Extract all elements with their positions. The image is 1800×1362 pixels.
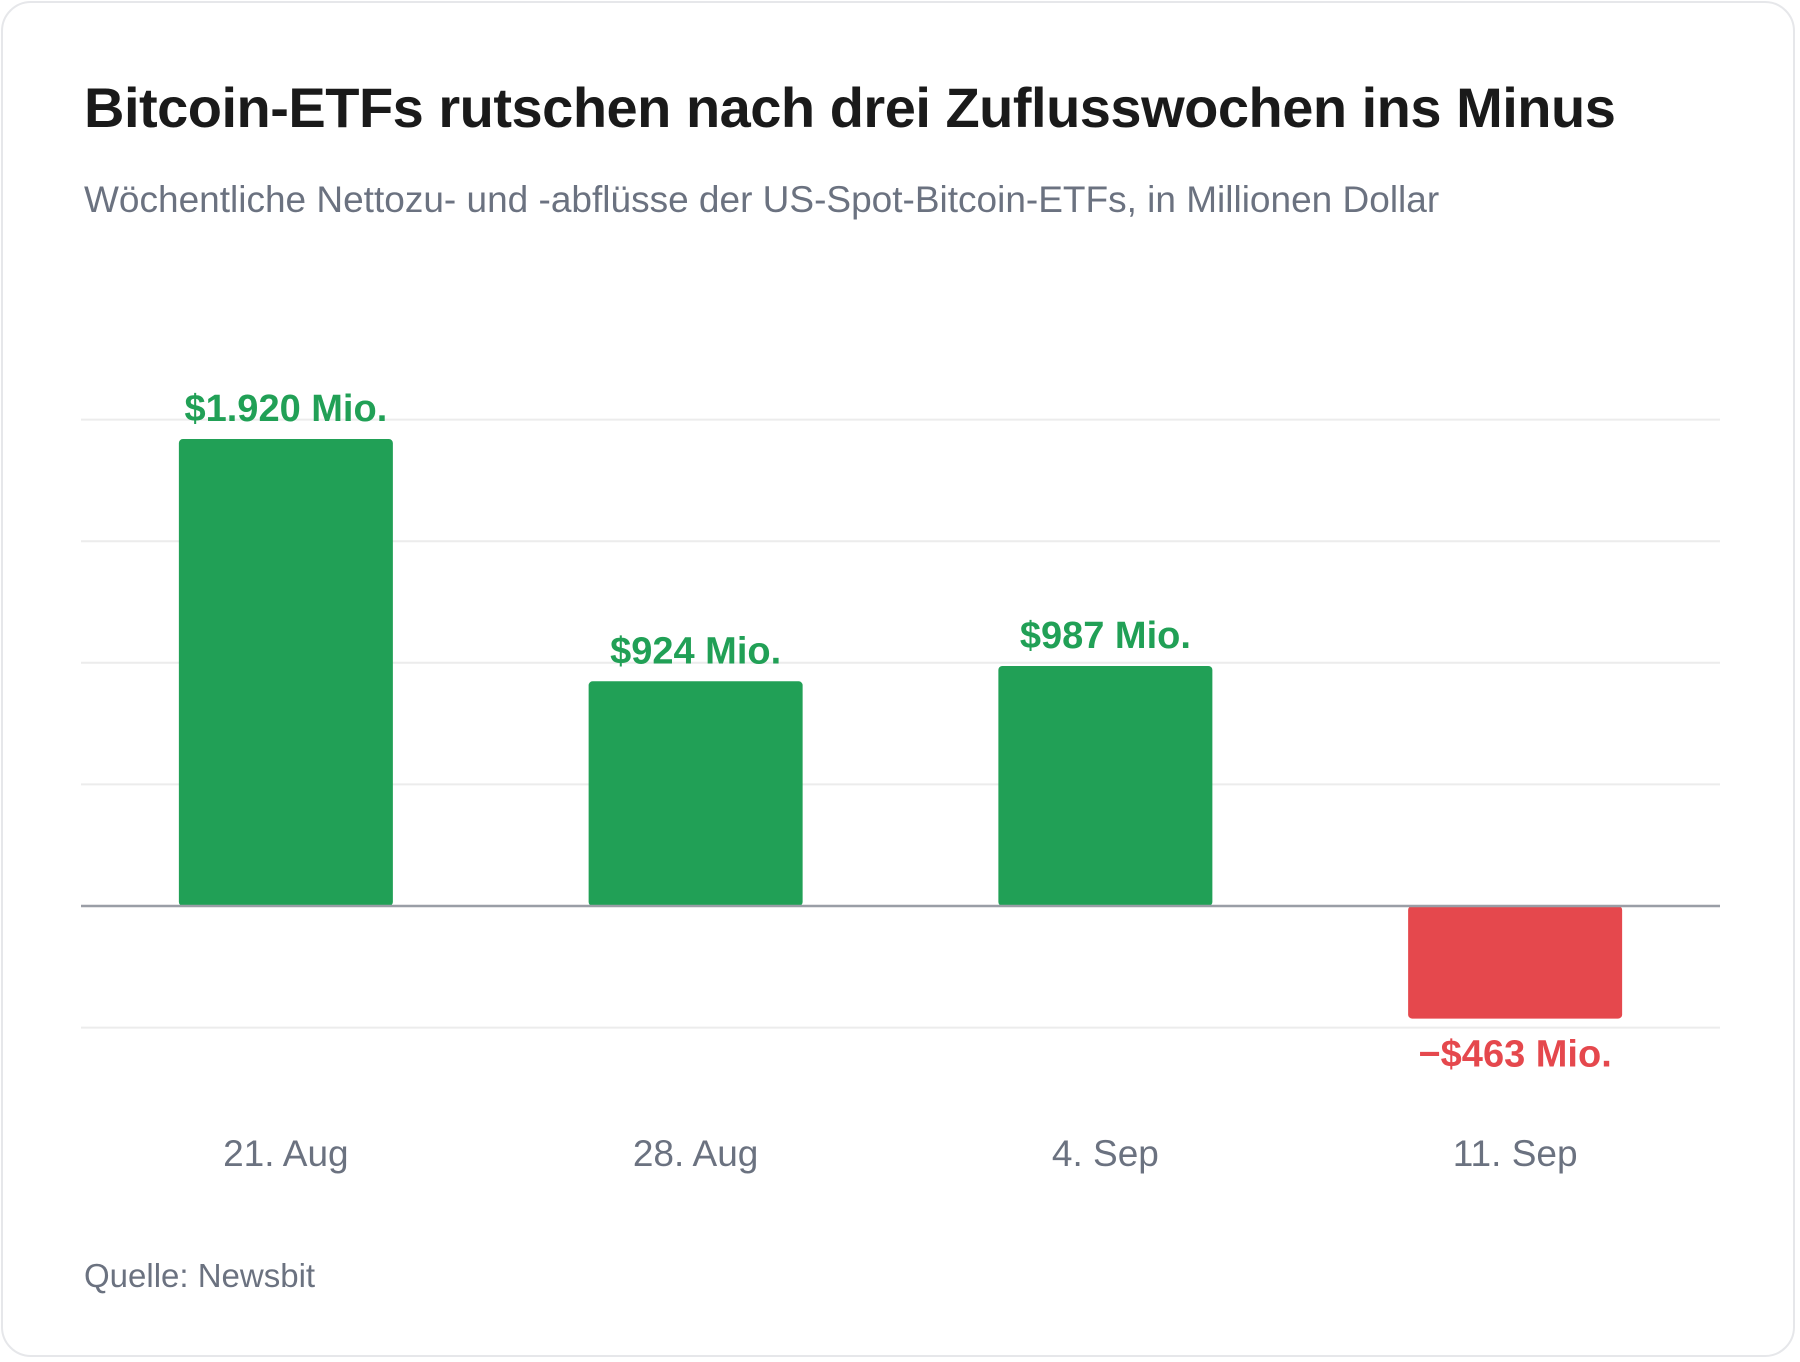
bar-1 xyxy=(178,439,393,906)
data-labels: $1.920 Mio. $924 Mio. $987 Mio. −$463 Mio. xyxy=(184,388,1611,1076)
data-label-2: $924 Mio. xyxy=(610,630,781,672)
data-label-3: $987 Mio. xyxy=(1020,615,1191,657)
bar-3 xyxy=(998,665,1213,906)
bar-2 xyxy=(588,681,803,906)
chart-title: Bitcoin-ETFs rutschen nach drei Zuflussw… xyxy=(84,76,1616,139)
category-label-1: 21. Aug xyxy=(223,1133,349,1174)
bars xyxy=(178,439,1623,1019)
category-label-2: 28. Aug xyxy=(633,1133,759,1174)
chart-subtitle: Wöchentliche Nettozu- und -abflüsse der … xyxy=(84,179,1440,220)
source-note: Quelle: Newsbit xyxy=(84,1257,316,1294)
category-labels: 21. Aug 28. Aug 4. Sep 11. Sep xyxy=(223,1133,1577,1174)
data-label-1: $1.920 Mio. xyxy=(184,388,387,430)
data-label-4: −$463 Mio. xyxy=(1418,1034,1611,1076)
category-label-3: 4. Sep xyxy=(1052,1133,1159,1174)
bar-4 xyxy=(1408,906,1623,1019)
category-label-4: 11. Sep xyxy=(1453,1133,1578,1174)
